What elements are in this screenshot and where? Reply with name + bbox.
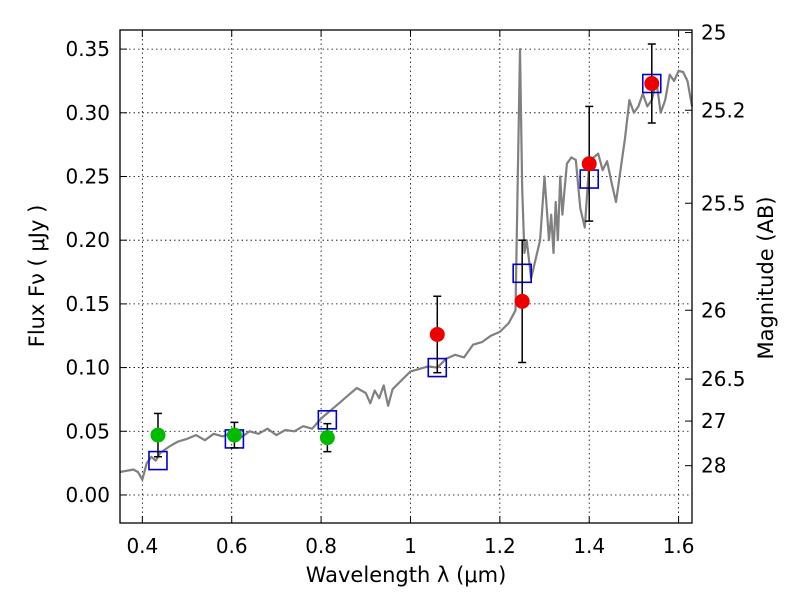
points-layer [148, 43, 662, 471]
y-tick-label: 0.15 [65, 292, 110, 316]
y2-axis-label: Magnitude (AB) [754, 196, 778, 359]
marginal-point [226, 427, 242, 443]
marginal-point [319, 430, 335, 446]
y-tick-label: 0.20 [65, 228, 110, 252]
y2-tick-label: 25 [701, 21, 726, 45]
x-tick-label: 0.6 [216, 534, 248, 558]
y2-tick-label: 26 [701, 298, 726, 322]
y-tick-label: 0.05 [65, 419, 110, 443]
y-tick-label: 0.00 [65, 483, 110, 507]
y-tick-label: 0.10 [65, 356, 110, 380]
y2-tick-label: 25.5 [701, 191, 746, 215]
x-tick-label: 1.4 [573, 534, 605, 558]
x-tick-label: 0.4 [126, 534, 158, 558]
detection-point [429, 326, 445, 342]
x-tick-label: 0.8 [305, 534, 337, 558]
y-tick-label: 0.25 [65, 164, 110, 188]
y2-tick-label: 26.5 [701, 367, 746, 391]
detection-point [514, 293, 530, 309]
y2-tick-label: 25.2 [701, 98, 746, 122]
marginal-point [150, 427, 166, 443]
detection-point [644, 76, 660, 92]
detection-point [581, 156, 597, 172]
x-tick-label: 1.2 [484, 534, 516, 558]
plot-frame [119, 29, 693, 524]
x-tick-label: 1.6 [663, 534, 695, 558]
x-tick-label: 1 [404, 534, 417, 558]
y-tick-label: 0.30 [65, 101, 110, 125]
x-axis-label: Wavelength λ (μm) [306, 563, 507, 587]
tick-labels-layer: 0.4 0.6 0.8 1 1.2 1.4 1.6 0.00 0.05 0.10 0.15 0.20 0… [65, 21, 745, 558]
grid [120, 30, 692, 523]
y2-tick-label: 28 [701, 454, 726, 478]
y2-tick-label: 27 [701, 409, 726, 433]
y-axis-label: Flux Fν ( μJy ) [25, 205, 49, 348]
ticks-layer [120, 30, 692, 523]
y-tick-label: 0.35 [65, 37, 110, 61]
